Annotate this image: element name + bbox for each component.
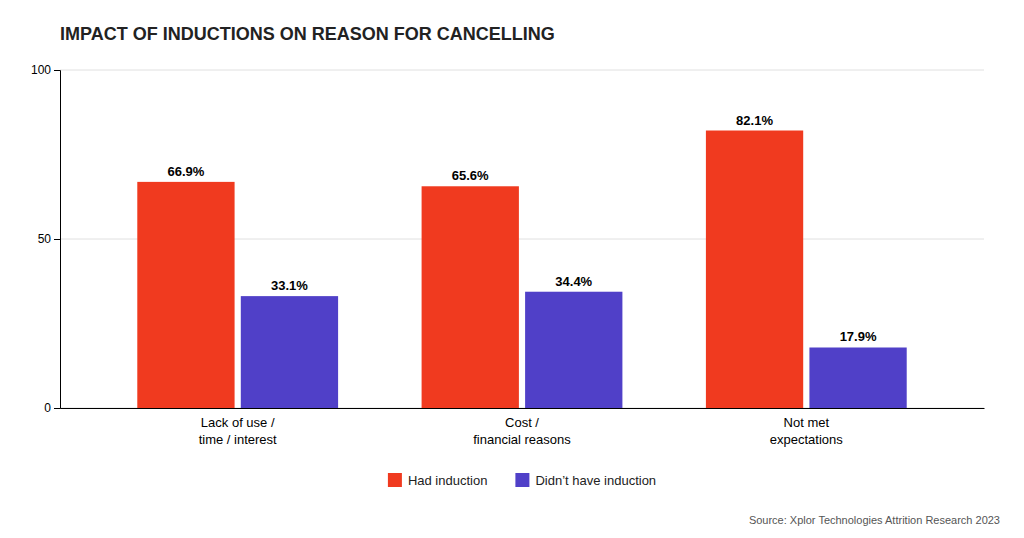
bar-series [241, 292, 907, 408]
legend-label: Didn’t have induction [535, 473, 656, 488]
data-label: 34.4% [555, 274, 592, 289]
chart: IMPACT OF INDUCTIONS ON REASON FOR CANCE… [0, 0, 1024, 538]
legend-label: Had induction [408, 473, 488, 488]
bars [137, 131, 906, 408]
tick-label: Lack of use / time / interest [199, 415, 277, 447]
legend: Had induction Didn’t have induction [388, 473, 656, 488]
data-label: 17.9% [840, 329, 877, 344]
title: IMPACT OF INDUCTIONS ON REASON FOR CANCE… [60, 24, 555, 44]
tick-label: Cost / financial reasons [473, 415, 571, 447]
tick-label: Not met expectations [770, 415, 843, 447]
tick: 0 [44, 401, 60, 415]
tick-mark [54, 408, 60, 409]
tick-label: 50 [38, 232, 52, 246]
bar [422, 186, 519, 408]
tick-mark [54, 239, 60, 240]
grid [60, 70, 984, 408]
legend-item: Didn’t have induction [515, 473, 656, 488]
legend-swatch [515, 473, 529, 487]
tick-label: 100 [31, 63, 51, 77]
data-labels: 66.9% 65.6% 82.1% 33.1% 34.4% 17.9% [167, 113, 876, 345]
bar [525, 292, 622, 408]
tick: 100 [31, 63, 60, 77]
tick-label-line: financial reasons [473, 432, 571, 447]
data-label: 65.6% [452, 168, 489, 183]
data-label: 82.1% [736, 113, 773, 128]
bar [137, 182, 234, 408]
legend-item: Had induction [388, 473, 488, 488]
tick: Not met expectations [770, 415, 843, 447]
tick-mark [54, 70, 60, 71]
data-label: 66.9% [167, 164, 204, 179]
tick-label-line: Lack of use / [201, 415, 275, 430]
annotation: Source: Xplor Technologies Attrition Res… [749, 514, 1000, 526]
bar [706, 131, 803, 408]
x-axis: Lack of use / time / interest Cost / financ… [61, 409, 985, 448]
tick-label-line: Not met [784, 415, 830, 430]
plot: 66.9% 65.6% 82.1% 33.1% 34.4% 17.9% 0 50 100 Lack… [31, 63, 985, 447]
axis-domain [54, 71, 61, 409]
bar [241, 296, 338, 408]
y-axis: 0 50 100 [31, 63, 61, 415]
bar [809, 347, 906, 408]
tick-label-line: time / interest [199, 432, 277, 447]
data-label: 33.1% [271, 278, 308, 293]
tick-label-line: expectations [770, 432, 843, 447]
tick-label-line: Cost / [505, 415, 539, 430]
tick-label: 0 [44, 401, 51, 415]
tick: 50 [38, 232, 60, 246]
axis-domain [61, 408, 985, 409]
tick: Lack of use / time / interest [199, 415, 277, 447]
legend-swatch [388, 473, 402, 487]
bar-series [137, 131, 803, 408]
tick: Cost / financial reasons [473, 415, 571, 447]
grid-line [60, 70, 984, 71]
